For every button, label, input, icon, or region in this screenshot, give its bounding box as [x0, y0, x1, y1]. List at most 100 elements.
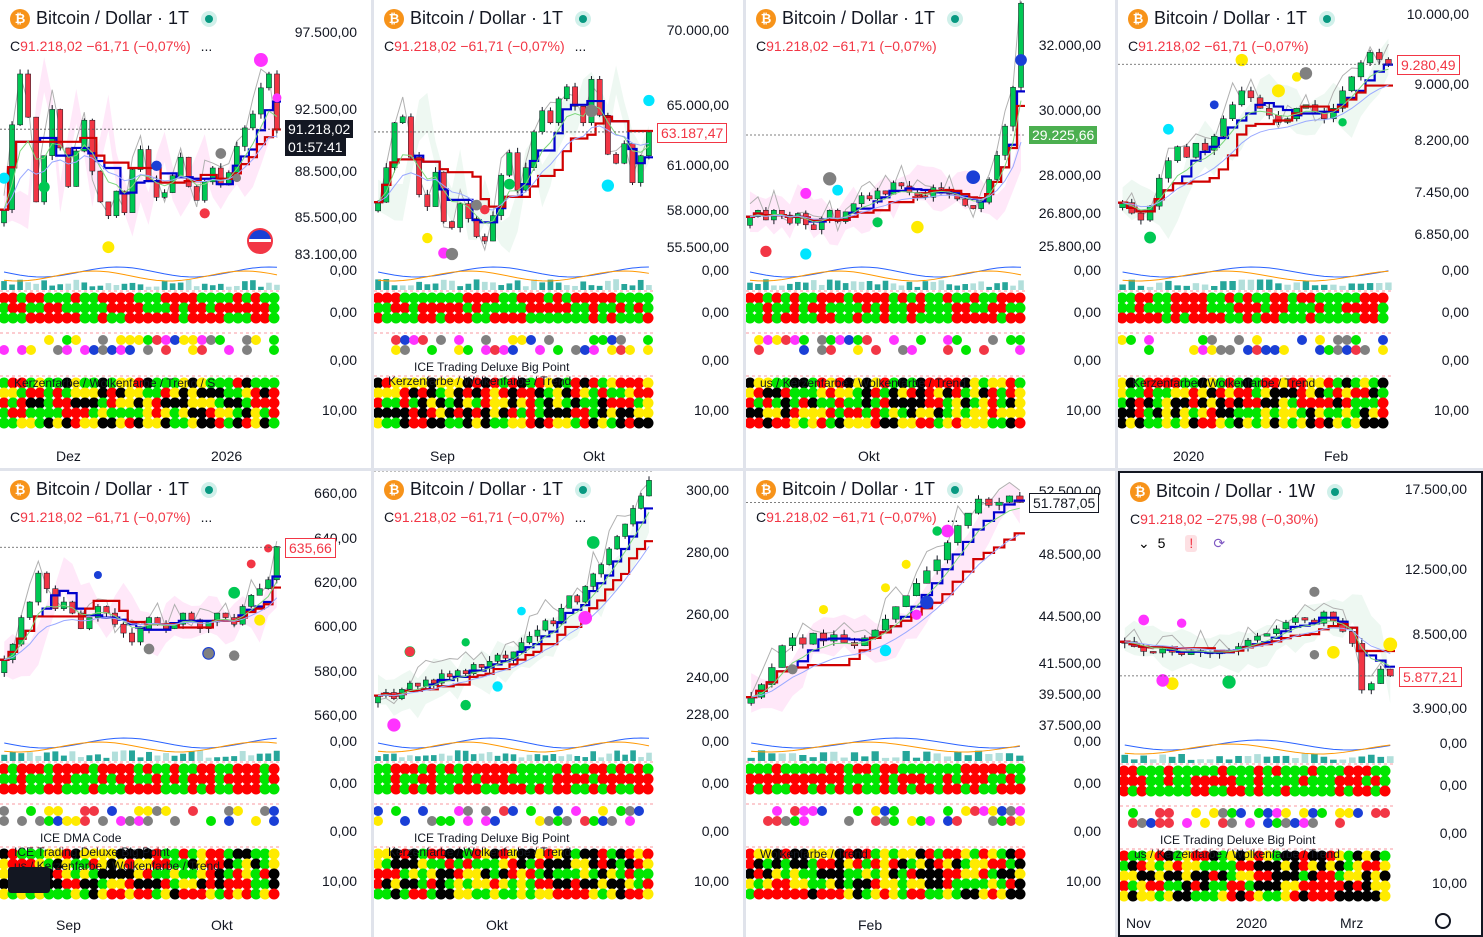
indicator-title[interactable]: us / Kerzenfarbe / Wolkenfarbe / Trend — [1134, 847, 1340, 861]
visibility-eye-icon[interactable] — [575, 10, 592, 27]
us-flag-icon[interactable] — [247, 228, 273, 254]
indicator-axis-label: 0,00 — [701, 352, 729, 368]
chart-panel[interactable]: ₿ Bitcoin / Dollar · 1T C91.218,02 −61,71 … — [746, 0, 1115, 468]
alert-icon[interactable]: ! — [1185, 535, 1198, 552]
indicator-title[interactable]: ICE Trading Deluxe Big Point — [14, 845, 170, 859]
time-axis-label: Mrz — [1340, 915, 1364, 931]
indicator-title[interactable]: ICE DMA Code — [40, 831, 122, 845]
candle — [974, 495, 983, 515]
chart-canvas[interactable] — [374, 471, 743, 937]
symbol-title[interactable]: Bitcoin / Dollar · 1T — [36, 8, 190, 28]
indicator-title[interactable]: Kerzenfarbe / Wolkenfarbe / Trend — [388, 845, 572, 859]
histogram-bar — [912, 757, 921, 761]
ohlc-change: −61,71 (−0,07%) — [86, 509, 191, 525]
indicator-title[interactable]: ICE Trading Deluxe Big Point — [1160, 833, 1316, 847]
oscillator-line — [1122, 270, 1389, 282]
histogram-bar — [1121, 754, 1129, 763]
chart-panel[interactable]: ₿ Bitcoin / Dollar · 1T C91.218,02 −61,71 … — [746, 471, 1115, 937]
symbol-title[interactable]: Bitcoin / Dollar · 1T — [410, 479, 564, 499]
chart-panel[interactable]: ₿ Bitcoin / Dollar · 1T C91.218,02 −61,71 … — [374, 0, 743, 468]
histogram-bar — [637, 279, 644, 290]
symbol-title[interactable]: Bitcoin / Dollar · 1T — [782, 479, 936, 499]
chart-panel[interactable]: ₿ Bitcoin / Dollar · 1W C91.218,02 −275,98… — [1118, 471, 1483, 937]
indicator-title[interactable]: ICE Trading Deluxe Big Point — [414, 360, 570, 374]
chart-canvas[interactable] — [0, 0, 371, 468]
visibility-eye-icon[interactable] — [1319, 10, 1336, 27]
histogram-bar — [105, 283, 112, 290]
chart-canvas[interactable] — [746, 0, 1115, 468]
histogram-bar — [399, 285, 406, 290]
more-button[interactable]: ... — [574, 38, 587, 54]
indicator-axis-label: 0,00 — [701, 262, 729, 278]
chart-panel[interactable]: ₿ Bitcoin / Dollar · 1T C91.218,02 −61,71 … — [1118, 0, 1483, 468]
indicator-title[interactable]: Kerzenfarbe / Wolkenfarbe / Trend — [1132, 376, 1316, 390]
chart-canvas[interactable] — [746, 471, 1115, 937]
indicator-axis-label: 0,00 — [1439, 735, 1467, 751]
chart-panel[interactable]: ₿ Bitcoin / Dollar · 1T C91.218,02 −61,71 … — [0, 0, 371, 468]
chart-legend[interactable]: ₿ Bitcoin / Dollar · 1T — [756, 8, 964, 29]
chart-legend[interactable]: ₿ Bitcoin / Dollar · 1W — [1130, 481, 1344, 502]
candle — [1137, 212, 1145, 225]
indicator-title[interactable]: ICE Trading Deluxe Big Point — [414, 831, 570, 845]
symbol-title[interactable]: Bitcoin / Dollar · 1T — [410, 8, 564, 28]
indicator-title[interactable]: Kerzenfarbe / Wolkenfarbe / Trend — [388, 374, 572, 388]
signal-dot — [872, 217, 883, 228]
price-axis-label: 300,00 — [686, 481, 729, 498]
histogram-bar — [1010, 285, 1016, 290]
visibility-eye-icon[interactable] — [201, 481, 218, 498]
signal-dot — [38, 181, 50, 193]
histogram-bar — [613, 279, 619, 290]
chart-canvas[interactable] — [1120, 473, 1483, 937]
chart-panel[interactable]: ₿ Bitcoin / Dollar · 1T C91.218,02 −61,71 … — [374, 471, 743, 937]
indicator-pane — [746, 290, 1026, 324]
visibility-eye-icon[interactable] — [575, 481, 592, 498]
symbol-title[interactable]: Bitcoin / Dollar · 1T — [36, 479, 190, 499]
chart-legend[interactable]: ₿ Bitcoin / Dollar · 1T — [10, 479, 218, 500]
indicator-title[interactable]: us / Kerzenfarbe / Wolkenfarbe / Trend — [760, 376, 966, 390]
visibility-eye-icon[interactable] — [947, 481, 964, 498]
chart-legend[interactable]: ₿ Bitcoin / Dollar · 1T — [384, 479, 592, 500]
more-button[interactable]: ... — [946, 509, 959, 525]
signal-dot — [1015, 54, 1027, 66]
visibility-eye-icon[interactable] — [1327, 483, 1344, 500]
settings-icon[interactable] — [1435, 913, 1451, 929]
chart-legend[interactable]: ₿ Bitcoin / Dollar · 1T — [384, 8, 592, 29]
symbol-title[interactable]: Bitcoin / Dollar · 1T — [1154, 8, 1308, 28]
candle — [986, 177, 992, 205]
histogram-bar — [1146, 286, 1154, 290]
candle — [57, 108, 64, 151]
indicator-title[interactable]: Wolkenfarbe / Trend — [760, 847, 868, 861]
collapse-button[interactable]: ⌄ 5 — [1134, 535, 1173, 552]
oscillator-line — [3, 270, 278, 282]
more-button[interactable]: ... — [200, 509, 213, 525]
candle — [510, 651, 517, 664]
chart-legend[interactable]: ₿ Bitcoin / Dollar · 1T — [1128, 8, 1336, 29]
histogram-bar — [1238, 279, 1245, 290]
ichimoku-cloud — [4, 57, 277, 237]
price-axis-label: 41.500,00 — [1038, 654, 1101, 671]
histogram-bar — [646, 752, 652, 761]
indicator-title[interactable]: Kerzenfarbe / Wolkenfarbe / Trend / S — [14, 376, 216, 390]
signal-dot — [264, 544, 273, 553]
histogram-bar — [432, 283, 439, 290]
ohlc-prefix: C — [10, 38, 21, 54]
visibility-eye-icon[interactable] — [201, 10, 218, 27]
indicator-title[interactable]: us / Kerzenfarbe / Wolkenfarbe / Trend — [14, 859, 220, 873]
chart-legend[interactable]: ₿ Bitcoin / Dollar · 1T — [756, 479, 964, 500]
chart-legend[interactable]: ₿ Bitcoin / Dollar · 1T — [10, 8, 218, 29]
symbol-title[interactable]: Bitcoin / Dollar · 1W — [1156, 481, 1316, 501]
chart-canvas[interactable] — [1118, 0, 1483, 468]
chart-canvas[interactable] — [374, 0, 743, 468]
replay-icon[interactable]: ⟳ — [1213, 535, 1226, 551]
histogram-bar — [137, 757, 144, 761]
histogram-bar — [830, 751, 838, 761]
symbol-title[interactable]: Bitcoin / Dollar · 1T — [782, 8, 936, 28]
visibility-eye-icon[interactable] — [947, 10, 964, 27]
more-button[interactable]: ... — [574, 509, 587, 525]
histogram-bar — [514, 280, 521, 290]
chart-panel[interactable]: ₿ Bitcoin / Dollar · 1T C91.218,02 −61,71 … — [0, 471, 371, 937]
candle — [834, 208, 841, 224]
chart-canvas[interactable] — [0, 471, 371, 937]
more-button[interactable]: ... — [200, 38, 213, 54]
signal-dot — [228, 586, 241, 599]
